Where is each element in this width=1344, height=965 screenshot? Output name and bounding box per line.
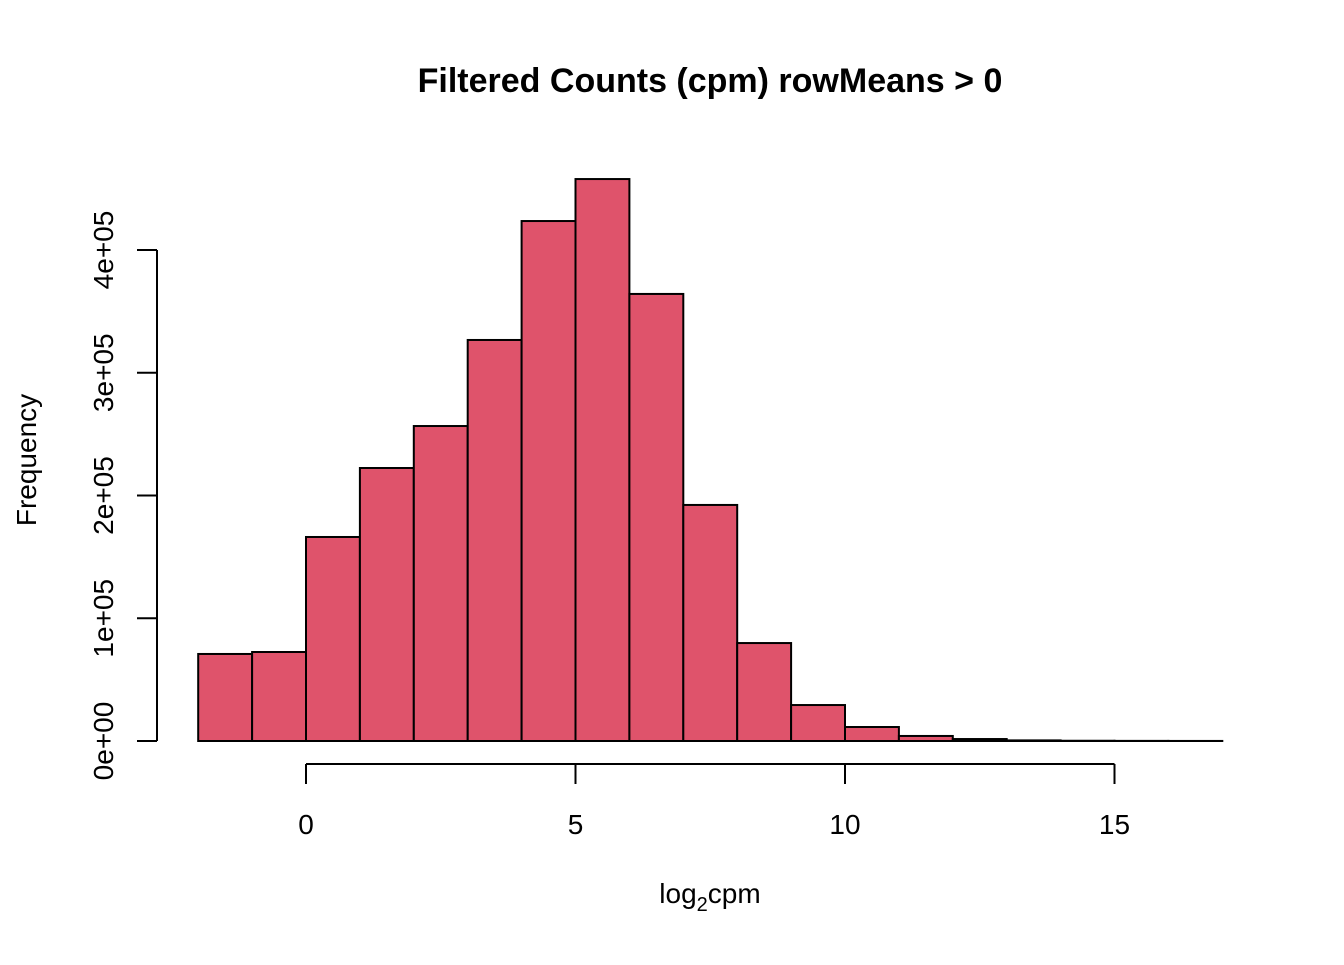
y-tick-label: 4e+05 [88, 211, 119, 290]
histogram-bar [737, 643, 791, 741]
x-tick-label: 15 [1099, 809, 1130, 840]
chart-title: Filtered Counts (cpm) rowMeans > 0 [418, 62, 1003, 100]
y-tick-label: 3e+05 [88, 333, 119, 412]
histogram-bar [845, 727, 899, 741]
y-axis-label: Frequency [11, 394, 42, 526]
histogram-bar [414, 426, 468, 741]
y-tick-label: 2e+05 [88, 456, 119, 535]
x-axis: 0 5 10 15 [298, 764, 1130, 840]
x-tick-label: 0 [298, 809, 314, 840]
y-tick-label: 0e+00 [88, 702, 119, 781]
histogram-bar [791, 705, 845, 741]
histogram-bar [683, 505, 737, 741]
y-tick-label: 1e+05 [88, 579, 119, 658]
histogram-bar [629, 294, 683, 741]
histogram-bar [360, 468, 414, 741]
x-tick-label: 10 [829, 809, 860, 840]
x-tick-label: 5 [568, 809, 584, 840]
y-axis: 0e+00 1e+05 2e+05 3e+05 4e+05 [88, 211, 157, 781]
x-axis-label: log2cpm [659, 878, 760, 916]
histogram-bar [252, 652, 306, 741]
histogram-bar [306, 537, 360, 741]
bars [198, 179, 1222, 741]
histogram-bar [468, 340, 522, 741]
histogram-bar [899, 736, 953, 741]
histogram-bar [1007, 740, 1061, 741]
histogram-bar [198, 654, 252, 741]
histogram-bar [522, 221, 576, 741]
histogram-bar [576, 179, 630, 741]
histogram-bar [953, 739, 1007, 741]
